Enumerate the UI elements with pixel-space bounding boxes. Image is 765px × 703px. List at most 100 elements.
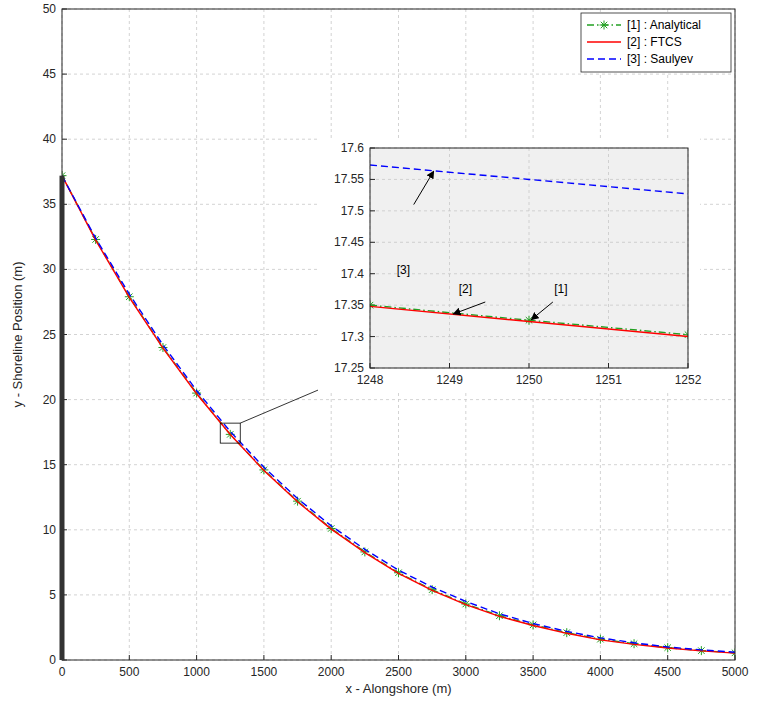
grid-line bbox=[529, 148, 530, 368]
annotation-arrow bbox=[453, 302, 485, 314]
series-line bbox=[370, 165, 688, 194]
x-tick-label: 500 bbox=[119, 665, 139, 679]
grid-line bbox=[370, 305, 688, 306]
annotation-arrow bbox=[531, 302, 552, 320]
y-tick-label: 17.3 bbox=[341, 330, 365, 344]
x-tick-label: 1249 bbox=[436, 373, 463, 387]
grid-line bbox=[608, 148, 609, 368]
x-tick-label: 1500 bbox=[251, 665, 278, 679]
structure-bar bbox=[60, 176, 65, 660]
annotation-label: [2] bbox=[459, 282, 472, 296]
tick bbox=[600, 655, 601, 660]
y-tick-label: 40 bbox=[43, 132, 57, 146]
tick bbox=[331, 655, 332, 660]
point-marker bbox=[684, 330, 689, 339]
x-tick-label: 1252 bbox=[675, 373, 702, 387]
series-line bbox=[370, 306, 688, 336]
x-tick-label: 1000 bbox=[183, 665, 210, 679]
grid-line bbox=[62, 464, 735, 465]
y-tick-label: 17.55 bbox=[334, 172, 364, 186]
y-tick-label: 5 bbox=[49, 588, 56, 602]
y-tick-label: 25 bbox=[43, 328, 57, 342]
grid-line bbox=[62, 74, 735, 75]
tick bbox=[398, 655, 399, 660]
annotation-label: [3] bbox=[397, 263, 410, 277]
tick bbox=[533, 655, 534, 660]
zoom-box bbox=[220, 423, 240, 443]
tick bbox=[608, 363, 609, 368]
y-tick-label: 20 bbox=[43, 393, 57, 407]
point-marker bbox=[370, 301, 375, 310]
grid-line bbox=[370, 273, 688, 274]
marker-stroke bbox=[526, 317, 532, 323]
legend-box bbox=[581, 13, 731, 72]
inset-backdrop bbox=[318, 138, 700, 392]
x-tick-label: 0 bbox=[59, 665, 66, 679]
y-tick-label: 17.45 bbox=[334, 235, 364, 249]
annotation-label: [1] bbox=[554, 282, 567, 296]
x-tick-label: 1250 bbox=[516, 373, 543, 387]
y-axis-title: y - Shoreline Position (m) bbox=[10, 262, 25, 408]
grid-line bbox=[370, 242, 688, 243]
tick bbox=[465, 655, 466, 660]
tick bbox=[370, 336, 375, 337]
x-tick-label: 3000 bbox=[452, 665, 479, 679]
plot: 1248 1249 1250 1251 1252 17.25 17.3 17.35 17.4 17… bbox=[334, 141, 702, 387]
x-tick-label: 2000 bbox=[318, 665, 345, 679]
plot: 0 500 1000 1500 2000 2500 3000 3500 4000 4500 5000… bbox=[43, 2, 749, 679]
y-tick-label: 17.4 bbox=[341, 267, 365, 281]
legend-swatch bbox=[587, 41, 621, 42]
marker-stroke bbox=[601, 22, 607, 28]
legend: [1] : Analytical [2] : FTCS [3] : Saulyev bbox=[581, 13, 731, 72]
x-tick-label: 1251 bbox=[595, 373, 622, 387]
legend-label: [1] : Analytical bbox=[627, 18, 701, 32]
grid-line bbox=[62, 399, 735, 400]
annotation-arrow bbox=[414, 171, 434, 204]
legend-label: [2] : FTCS bbox=[627, 35, 682, 49]
grid-line bbox=[62, 594, 735, 595]
y-tick-label: 30 bbox=[43, 262, 57, 276]
tick bbox=[370, 273, 375, 274]
y-tick-label: 10 bbox=[43, 523, 57, 537]
x-tick-label: 1248 bbox=[357, 373, 384, 387]
y-tick-label: 45 bbox=[43, 67, 57, 81]
tick bbox=[370, 179, 375, 180]
x-tick-label: 4000 bbox=[587, 665, 614, 679]
tick bbox=[449, 363, 450, 368]
y-tick-label: 17.6 bbox=[341, 141, 365, 155]
grid-line bbox=[449, 148, 450, 368]
tick bbox=[62, 74, 67, 75]
series-line bbox=[370, 305, 688, 335]
y-tick-label: 0 bbox=[49, 653, 56, 667]
legend-swatch bbox=[587, 58, 621, 59]
legend-label: [3] : Saulyev bbox=[627, 52, 693, 66]
grid-line bbox=[62, 529, 735, 530]
tick bbox=[263, 655, 264, 660]
tick bbox=[370, 242, 375, 243]
marker-stroke bbox=[601, 22, 607, 28]
plot-area bbox=[370, 148, 688, 368]
grid-line bbox=[263, 9, 264, 660]
x-tick-label: 5000 bbox=[722, 665, 749, 679]
series-group bbox=[370, 165, 688, 339]
y-tick-label: 17.5 bbox=[341, 204, 365, 218]
plot-area bbox=[62, 9, 735, 660]
tick bbox=[667, 655, 668, 660]
point-marker bbox=[525, 316, 534, 325]
tick bbox=[529, 363, 530, 368]
x-tick-label: 4500 bbox=[654, 665, 681, 679]
x-tick-label: 2500 bbox=[385, 665, 412, 679]
grid-line bbox=[370, 336, 688, 337]
x-tick-label: 3500 bbox=[520, 665, 547, 679]
tick bbox=[129, 655, 130, 660]
plot-frame bbox=[370, 148, 688, 368]
tick bbox=[370, 210, 375, 211]
tick bbox=[196, 655, 197, 660]
y-tick-label: 17.35 bbox=[334, 298, 364, 312]
y-tick-label: 17.25 bbox=[334, 361, 364, 375]
marker-stroke bbox=[526, 317, 532, 323]
x-axis-title: x - Alongshore (m) bbox=[345, 681, 451, 696]
legend-marker bbox=[600, 21, 609, 30]
tick bbox=[62, 139, 67, 140]
y-tick-label: 35 bbox=[43, 197, 57, 211]
